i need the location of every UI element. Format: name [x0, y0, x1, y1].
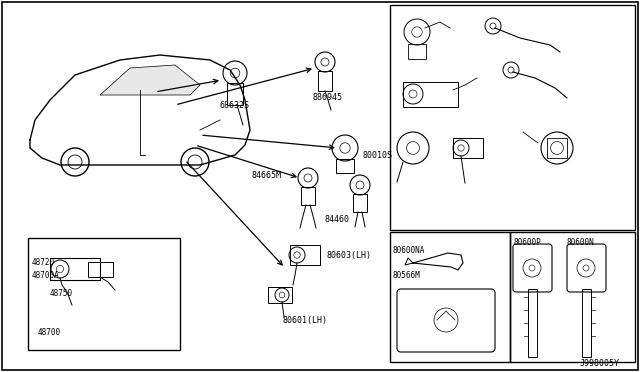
Bar	[301, 187, 315, 205]
Bar	[290, 245, 320, 265]
Text: 84460: 84460	[325, 215, 350, 224]
Text: 886945: 886945	[313, 93, 343, 102]
Bar	[528, 289, 537, 357]
Text: 48750: 48750	[50, 289, 73, 298]
Text: 68632S: 68632S	[220, 101, 250, 110]
Text: 80566M: 80566M	[393, 271, 420, 280]
Bar	[353, 194, 367, 212]
Text: 48720: 48720	[32, 258, 55, 267]
Bar	[582, 289, 591, 357]
Bar	[408, 44, 426, 59]
Text: 80010S: 80010S	[363, 151, 393, 160]
Text: 48700: 48700	[38, 328, 61, 337]
Bar	[28, 238, 180, 350]
Bar	[453, 138, 483, 158]
Bar	[403, 82, 458, 107]
Polygon shape	[100, 65, 200, 95]
Bar	[88, 262, 113, 277]
Bar	[547, 138, 567, 158]
Text: 80601(LH): 80601(LH)	[283, 316, 328, 325]
Bar	[390, 232, 510, 362]
Bar	[227, 83, 243, 105]
Bar	[510, 232, 635, 362]
Text: J998005Y: J998005Y	[580, 359, 620, 368]
Text: 80600N: 80600N	[567, 238, 595, 247]
Bar	[318, 71, 332, 91]
Text: 84665M: 84665M	[252, 171, 282, 180]
Text: 80600NA: 80600NA	[393, 246, 426, 255]
Text: 80600P: 80600P	[514, 238, 541, 247]
Text: 48700A: 48700A	[32, 271, 60, 280]
Bar	[268, 287, 292, 303]
Bar	[336, 159, 354, 173]
Bar	[50, 258, 100, 280]
Bar	[390, 5, 635, 230]
Text: 80603(LH): 80603(LH)	[327, 251, 372, 260]
